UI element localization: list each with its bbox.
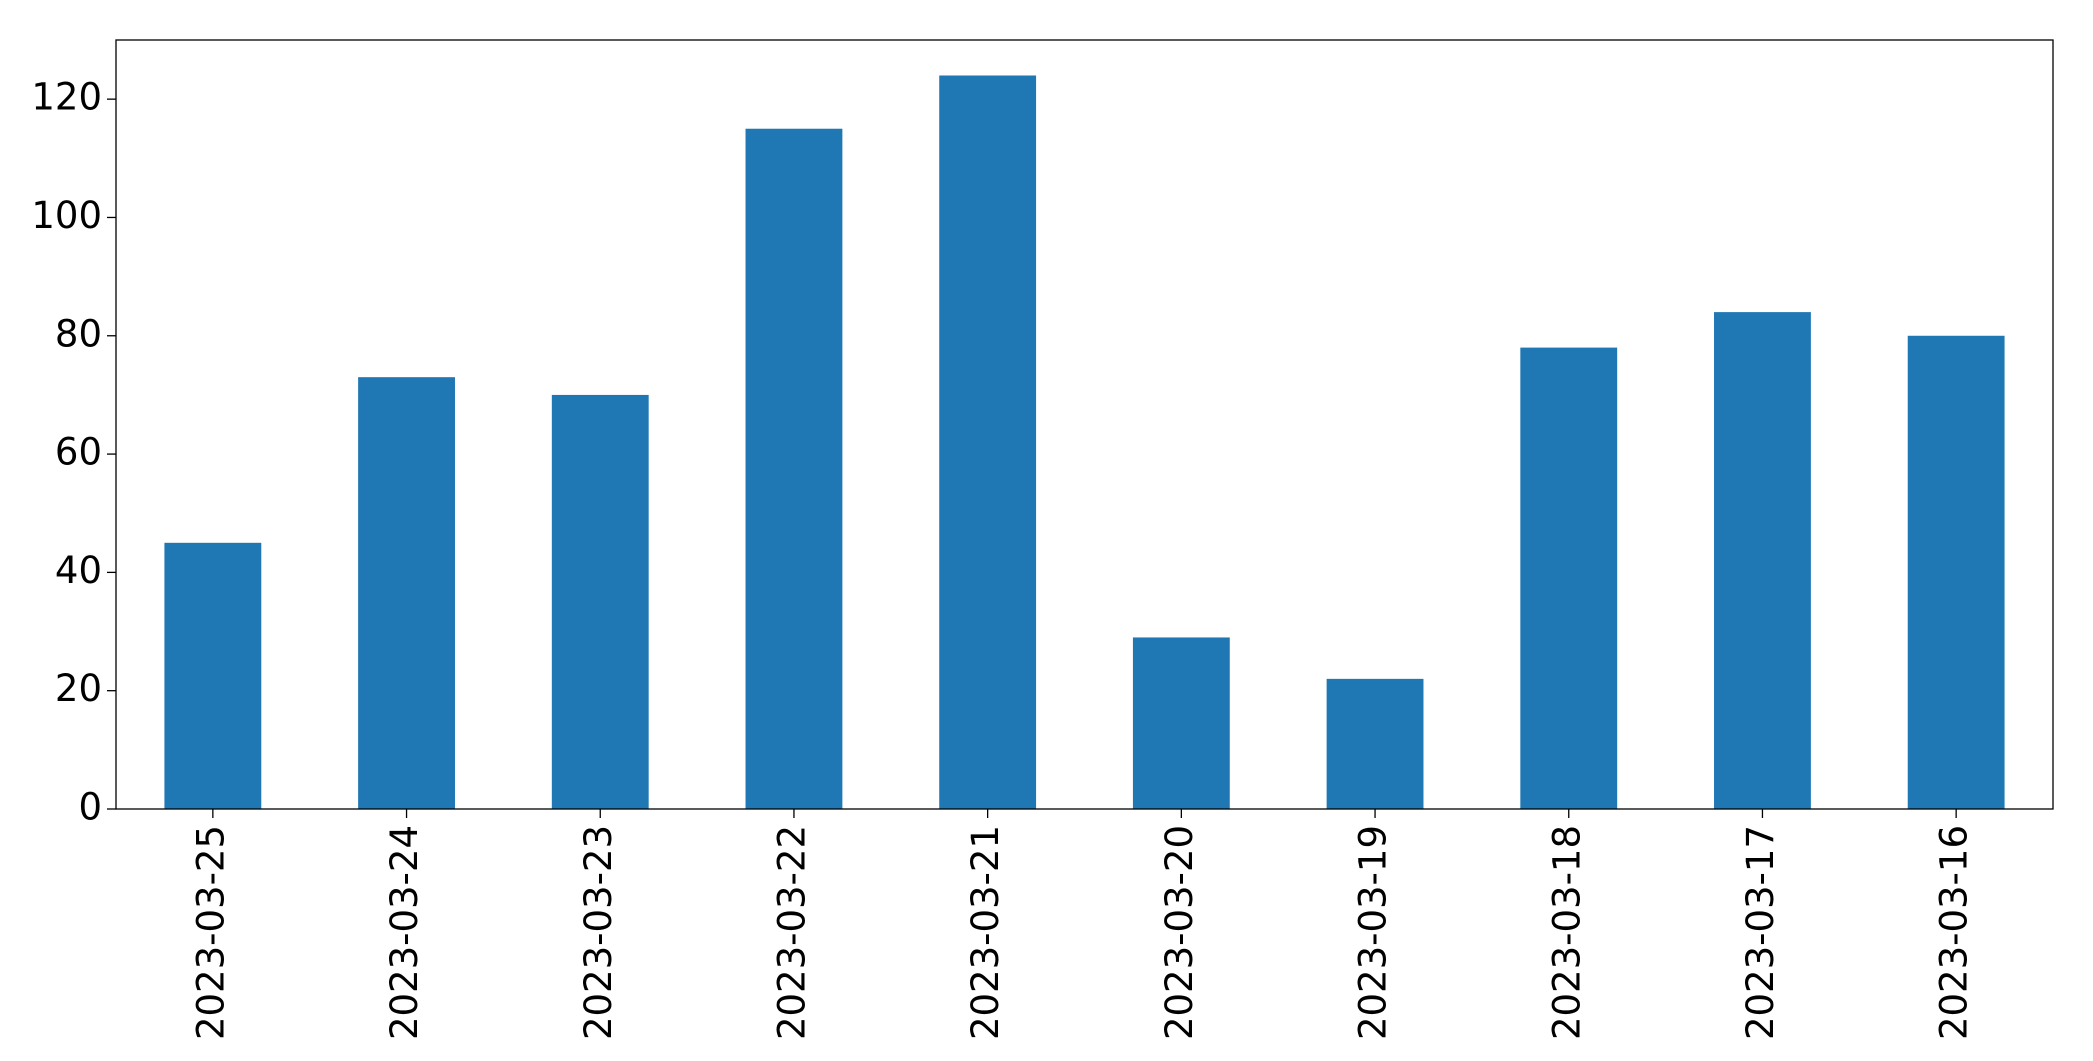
bar	[1132, 637, 1230, 809]
x-tick-label: 2023-03-25	[189, 825, 232, 1040]
y-tick-label: 100	[31, 194, 102, 237]
plot-frame	[115, 39, 2054, 810]
bar	[1326, 678, 1424, 809]
x-tick-label: 2023-03-23	[577, 825, 620, 1040]
bar	[745, 128, 843, 809]
bar	[358, 377, 455, 809]
y-tick-label: 60	[55, 431, 102, 474]
y-tick-label: 0	[78, 786, 102, 829]
bar	[164, 542, 262, 809]
x-tick-label: 2023-03-18	[1545, 825, 1588, 1040]
y-tick-label: 80	[55, 312, 102, 355]
x-tick-label: 2023-03-17	[1739, 825, 1782, 1040]
y-tick-label: 120	[31, 76, 102, 119]
y-tick-label: 20	[55, 667, 102, 710]
y-tick-label: 40	[55, 549, 102, 592]
bar	[1520, 347, 1618, 809]
bar	[1907, 335, 2005, 809]
bar	[551, 394, 649, 809]
x-tick-label: 2023-03-24	[383, 825, 426, 1040]
x-tick-label: 2023-03-20	[1158, 825, 1201, 1040]
bar	[939, 75, 1037, 809]
bar	[1714, 312, 1811, 809]
x-tick-label: 2023-03-19	[1352, 825, 1395, 1040]
x-tick-label: 2023-03-22	[770, 825, 813, 1040]
x-tick-label: 2023-03-21	[964, 825, 1007, 1040]
x-tick-label: 2023-03-16	[1933, 825, 1976, 1040]
